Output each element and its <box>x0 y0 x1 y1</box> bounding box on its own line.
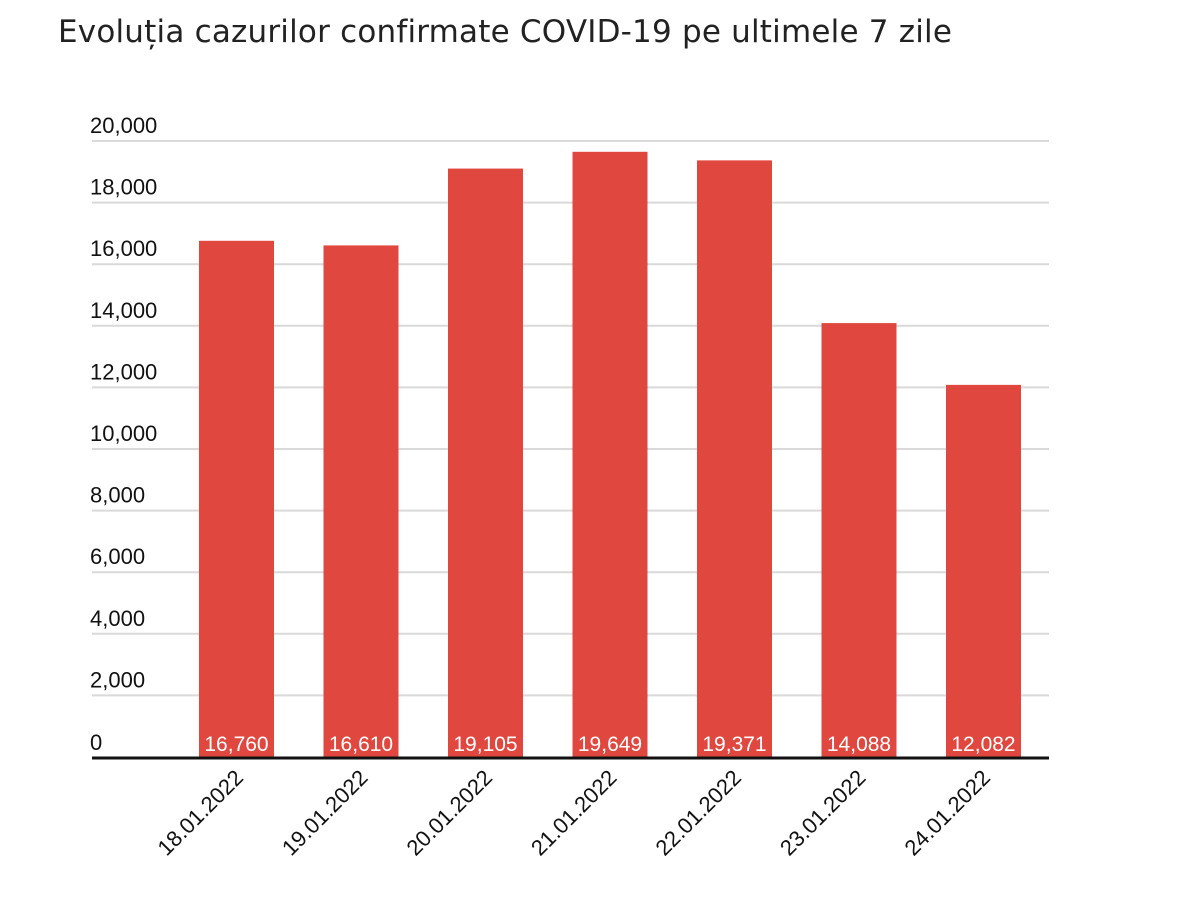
bar <box>323 245 399 758</box>
x-tick-label: 20.01.2022 <box>401 765 497 861</box>
data-label: 12,082 <box>951 733 1015 756</box>
x-tick-label: 22.01.2022 <box>650 765 746 861</box>
y-tick-label: 10,000 <box>90 421 157 446</box>
x-tick-label: 23.01.2022 <box>775 765 871 861</box>
chart-title: Evoluția cazurilor confirmate COVID-19 p… <box>58 14 953 50</box>
bar <box>821 323 897 757</box>
y-tick-label: 2,000 <box>90 667 145 692</box>
y-tick-label: 18,000 <box>90 175 157 200</box>
bar <box>572 151 648 758</box>
data-label: 14,088 <box>827 733 891 756</box>
x-axis-tick-labels: 18.01.2022 19.01.2022 20.01.2022 21.01.2022… <box>152 765 995 861</box>
y-tick-label: 16,000 <box>90 236 157 261</box>
y-axis-tick-labels: 0 2,000 4,000 6,000 8,000 10,000 12,000 14,000 1… <box>90 113 157 755</box>
data-label: 16,760 <box>204 733 268 756</box>
bars <box>199 151 1021 758</box>
bar <box>946 384 1021 757</box>
y-tick-label: 12,000 <box>90 359 157 384</box>
x-tick-label: 21.01.2022 <box>526 765 622 861</box>
x-tick-label: 19.01.2022 <box>277 765 373 861</box>
bar <box>199 240 274 758</box>
data-labels: 16,760 16,610 19,105 19,649 19,371 14,088 12,0… <box>204 733 1015 756</box>
data-label: 19,371 <box>702 733 766 756</box>
y-tick-label: 20,000 <box>90 113 157 138</box>
y-tick-label: 14,000 <box>90 298 157 323</box>
y-tick-label: 8,000 <box>90 483 145 508</box>
y-tick-label: 4,000 <box>90 606 145 631</box>
x-tick-label: 18.01.2022 <box>152 765 248 861</box>
bar <box>448 168 523 758</box>
data-label: 19,105 <box>453 733 517 756</box>
x-tick-label: 24.01.2022 <box>899 765 995 861</box>
y-tick-label: 6,000 <box>90 544 145 569</box>
data-label: 19,649 <box>578 733 642 756</box>
y-tick-label: 0 <box>90 730 102 755</box>
data-label: 16,610 <box>329 733 393 756</box>
bar <box>697 160 772 758</box>
